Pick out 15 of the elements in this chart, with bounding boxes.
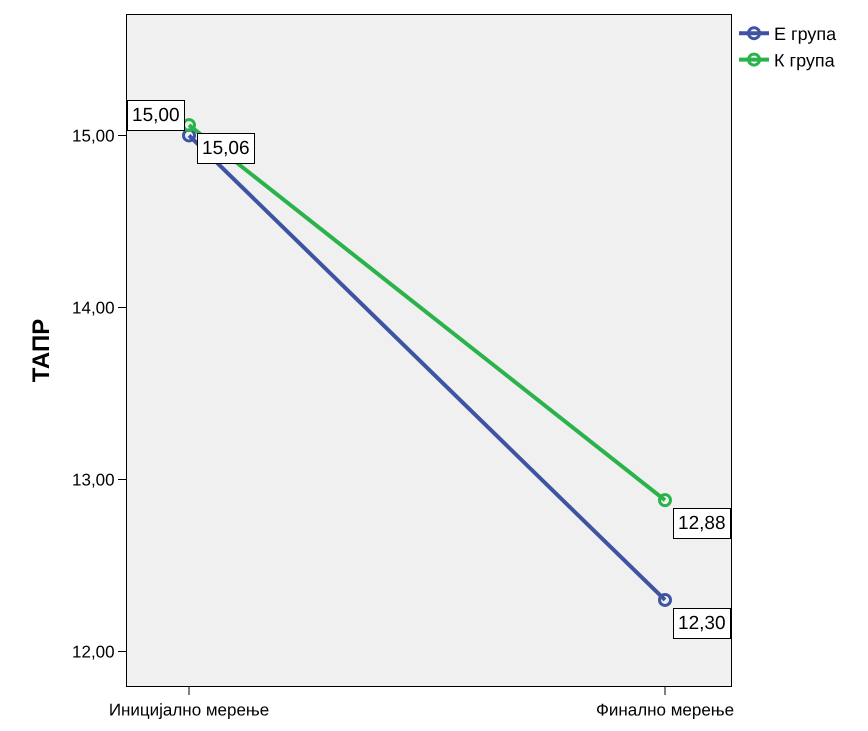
data-label: 12,30	[678, 613, 726, 634]
y-tick-label: 14,00	[72, 298, 115, 318]
y-tick-label: 13,00	[72, 470, 115, 490]
y-tick-label: 12,00	[72, 642, 115, 662]
data-label: 15,00	[132, 105, 180, 126]
x-tick-label: Финално мерење	[596, 700, 734, 720]
data-label: 15,06	[202, 138, 250, 159]
y-tick-label: 15,00	[72, 126, 115, 146]
legend-label: Е група	[774, 24, 838, 44]
point	[658, 493, 672, 508]
legend-label: К група	[774, 50, 836, 71]
y-axis-title: ТАПР	[28, 318, 56, 382]
x-tick-label: Иницијално мерење	[108, 700, 270, 720]
data-label: 12,88	[678, 513, 726, 534]
point	[658, 592, 672, 607]
